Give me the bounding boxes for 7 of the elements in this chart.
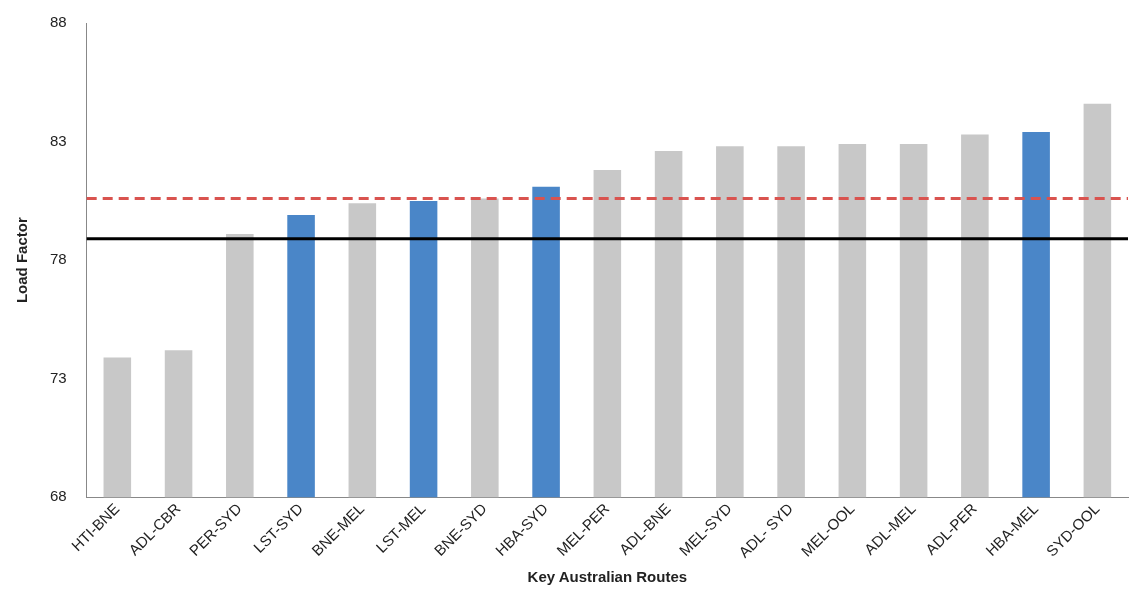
y-tick-label: 73: [50, 368, 67, 386]
y-tick-label: 78: [50, 250, 67, 268]
y-tick-label: 68: [50, 487, 67, 505]
y-tick-label: 83: [50, 131, 67, 149]
x-axis-title: Key Australian Routes: [527, 568, 688, 586]
y-axis-title: Load Factor: [13, 217, 31, 304]
y-tick-label: 88: [50, 13, 67, 31]
